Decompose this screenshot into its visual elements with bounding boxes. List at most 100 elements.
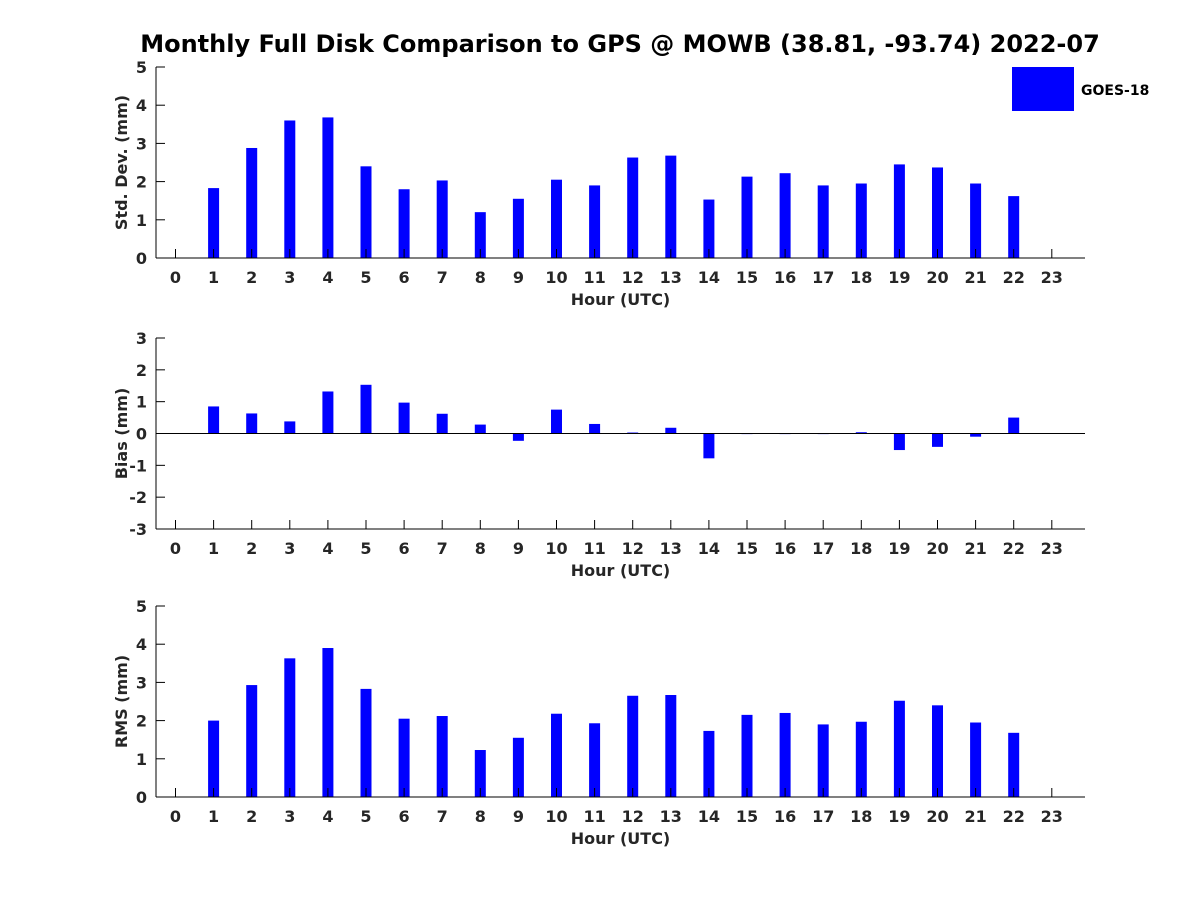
x-tick-label: 11	[583, 539, 605, 558]
y-tick-label: 0	[136, 788, 147, 807]
x-tick-label: 19	[888, 268, 910, 287]
bar-hour-21	[970, 433, 982, 437]
x-tick-label: 14	[698, 268, 720, 287]
legend-swatch	[1012, 67, 1074, 111]
x-tick-label: 12	[622, 807, 644, 826]
bar-hour-1	[208, 188, 220, 258]
x-tick-label: 22	[1003, 268, 1025, 287]
y-tick-label: -1	[129, 456, 147, 475]
x-tick-label: 8	[475, 268, 486, 287]
bar-hour-6	[398, 189, 410, 258]
x-tick-label: 7	[437, 268, 448, 287]
bar-hour-4	[322, 648, 334, 797]
x-tick-label: 20	[926, 807, 948, 826]
bar-hour-4	[322, 391, 334, 434]
x-tick-label: 15	[736, 807, 758, 826]
bar-hour-9	[512, 737, 524, 797]
x-tick-label: 4	[322, 268, 333, 287]
bar-hour-13	[665, 427, 677, 434]
bar-hour-13	[665, 695, 677, 797]
bar-hour-14	[703, 433, 715, 459]
x-tick-label: 4	[322, 539, 333, 558]
bar-hour-16	[779, 173, 791, 258]
y-tick-label: -3	[129, 520, 147, 539]
x-tick-label: 11	[583, 807, 605, 826]
x-axis-label: Hour (UTC)	[571, 829, 671, 848]
x-tick-label: 18	[850, 807, 872, 826]
x-tick-label: 13	[660, 807, 682, 826]
x-tick-label: 3	[284, 539, 295, 558]
x-tick-label: 7	[437, 539, 448, 558]
x-tick-label: 8	[475, 539, 486, 558]
x-tick-label: 23	[1041, 807, 1063, 826]
chart-title: Monthly Full Disk Comparison to GPS @ MO…	[140, 30, 1100, 58]
bar-hour-10	[551, 179, 562, 258]
bar-hour-11	[589, 423, 601, 434]
bar-hour-21	[970, 722, 982, 797]
x-tick-label: 8	[475, 807, 486, 826]
x-tick-label: 6	[399, 268, 410, 287]
x-tick-label: 19	[888, 807, 910, 826]
x-tick-label: 2	[246, 807, 257, 826]
bar-hour-14	[703, 730, 715, 797]
bar-hour-5	[360, 384, 372, 434]
x-tick-label: 0	[170, 539, 181, 558]
x-tick-label: 22	[1003, 539, 1025, 558]
bar-hour-19	[893, 433, 905, 451]
y-axis-label: RMS (mm)	[112, 655, 131, 748]
x-tick-label: 14	[698, 539, 720, 558]
bar-hour-7	[436, 180, 448, 258]
bar-hour-7	[436, 413, 448, 434]
x-tick-label: 20	[926, 539, 948, 558]
bar-hour-2	[246, 685, 258, 797]
x-tick-label: 10	[545, 807, 567, 826]
bar-hour-6	[398, 718, 410, 797]
x-tick-label: 6	[399, 807, 410, 826]
bar-hour-8	[474, 212, 486, 258]
bar-hour-12	[627, 695, 639, 797]
x-tick-label: 11	[583, 268, 605, 287]
bar-hour-11	[589, 723, 601, 797]
x-tick-label: 7	[437, 807, 448, 826]
x-tick-label: 10	[545, 268, 567, 287]
bar-hour-20	[932, 433, 943, 447]
x-tick-label: 12	[622, 268, 644, 287]
x-tick-label: 0	[170, 268, 181, 287]
bar-hour-9	[512, 433, 524, 441]
x-tick-label: 16	[774, 807, 796, 826]
x-axis-label: Hour (UTC)	[571, 561, 671, 580]
bar-hour-7	[436, 716, 448, 797]
y-tick-label: 0	[136, 249, 147, 268]
bar-hour-4	[322, 117, 334, 258]
x-tick-label: 16	[774, 539, 796, 558]
x-tick-label: 5	[360, 539, 371, 558]
bar-hour-8	[474, 750, 486, 797]
x-tick-label: 17	[812, 268, 834, 287]
x-tick-label: 9	[513, 268, 524, 287]
bar-hour-14	[703, 199, 715, 258]
x-tick-label: 15	[736, 539, 758, 558]
x-tick-label: 13	[660, 539, 682, 558]
bar-hour-11	[589, 185, 601, 258]
x-axis-label: Hour (UTC)	[571, 290, 671, 309]
bar-hour-1	[208, 720, 220, 797]
bar-hour-17	[817, 724, 829, 797]
x-tick-label: 19	[888, 539, 910, 558]
x-tick-label: 1	[208, 539, 219, 558]
bar-hour-5	[360, 166, 372, 258]
y-tick-label: 3	[136, 329, 147, 348]
y-tick-label: 3	[136, 673, 147, 692]
x-tick-label: 2	[246, 268, 257, 287]
x-tick-label: 1	[208, 268, 219, 287]
bar-hour-17	[817, 185, 829, 258]
bar-hour-10	[551, 409, 562, 434]
x-tick-label: 23	[1041, 268, 1063, 287]
y-tick-label: 2	[136, 712, 147, 731]
y-tick-label: 2	[136, 173, 147, 192]
y-tick-label: 3	[136, 134, 147, 153]
bar-hour-2	[246, 147, 258, 258]
bar-hour-22	[1008, 732, 1020, 797]
y-tick-label: 1	[136, 211, 147, 230]
y-tick-label: 2	[136, 361, 147, 380]
